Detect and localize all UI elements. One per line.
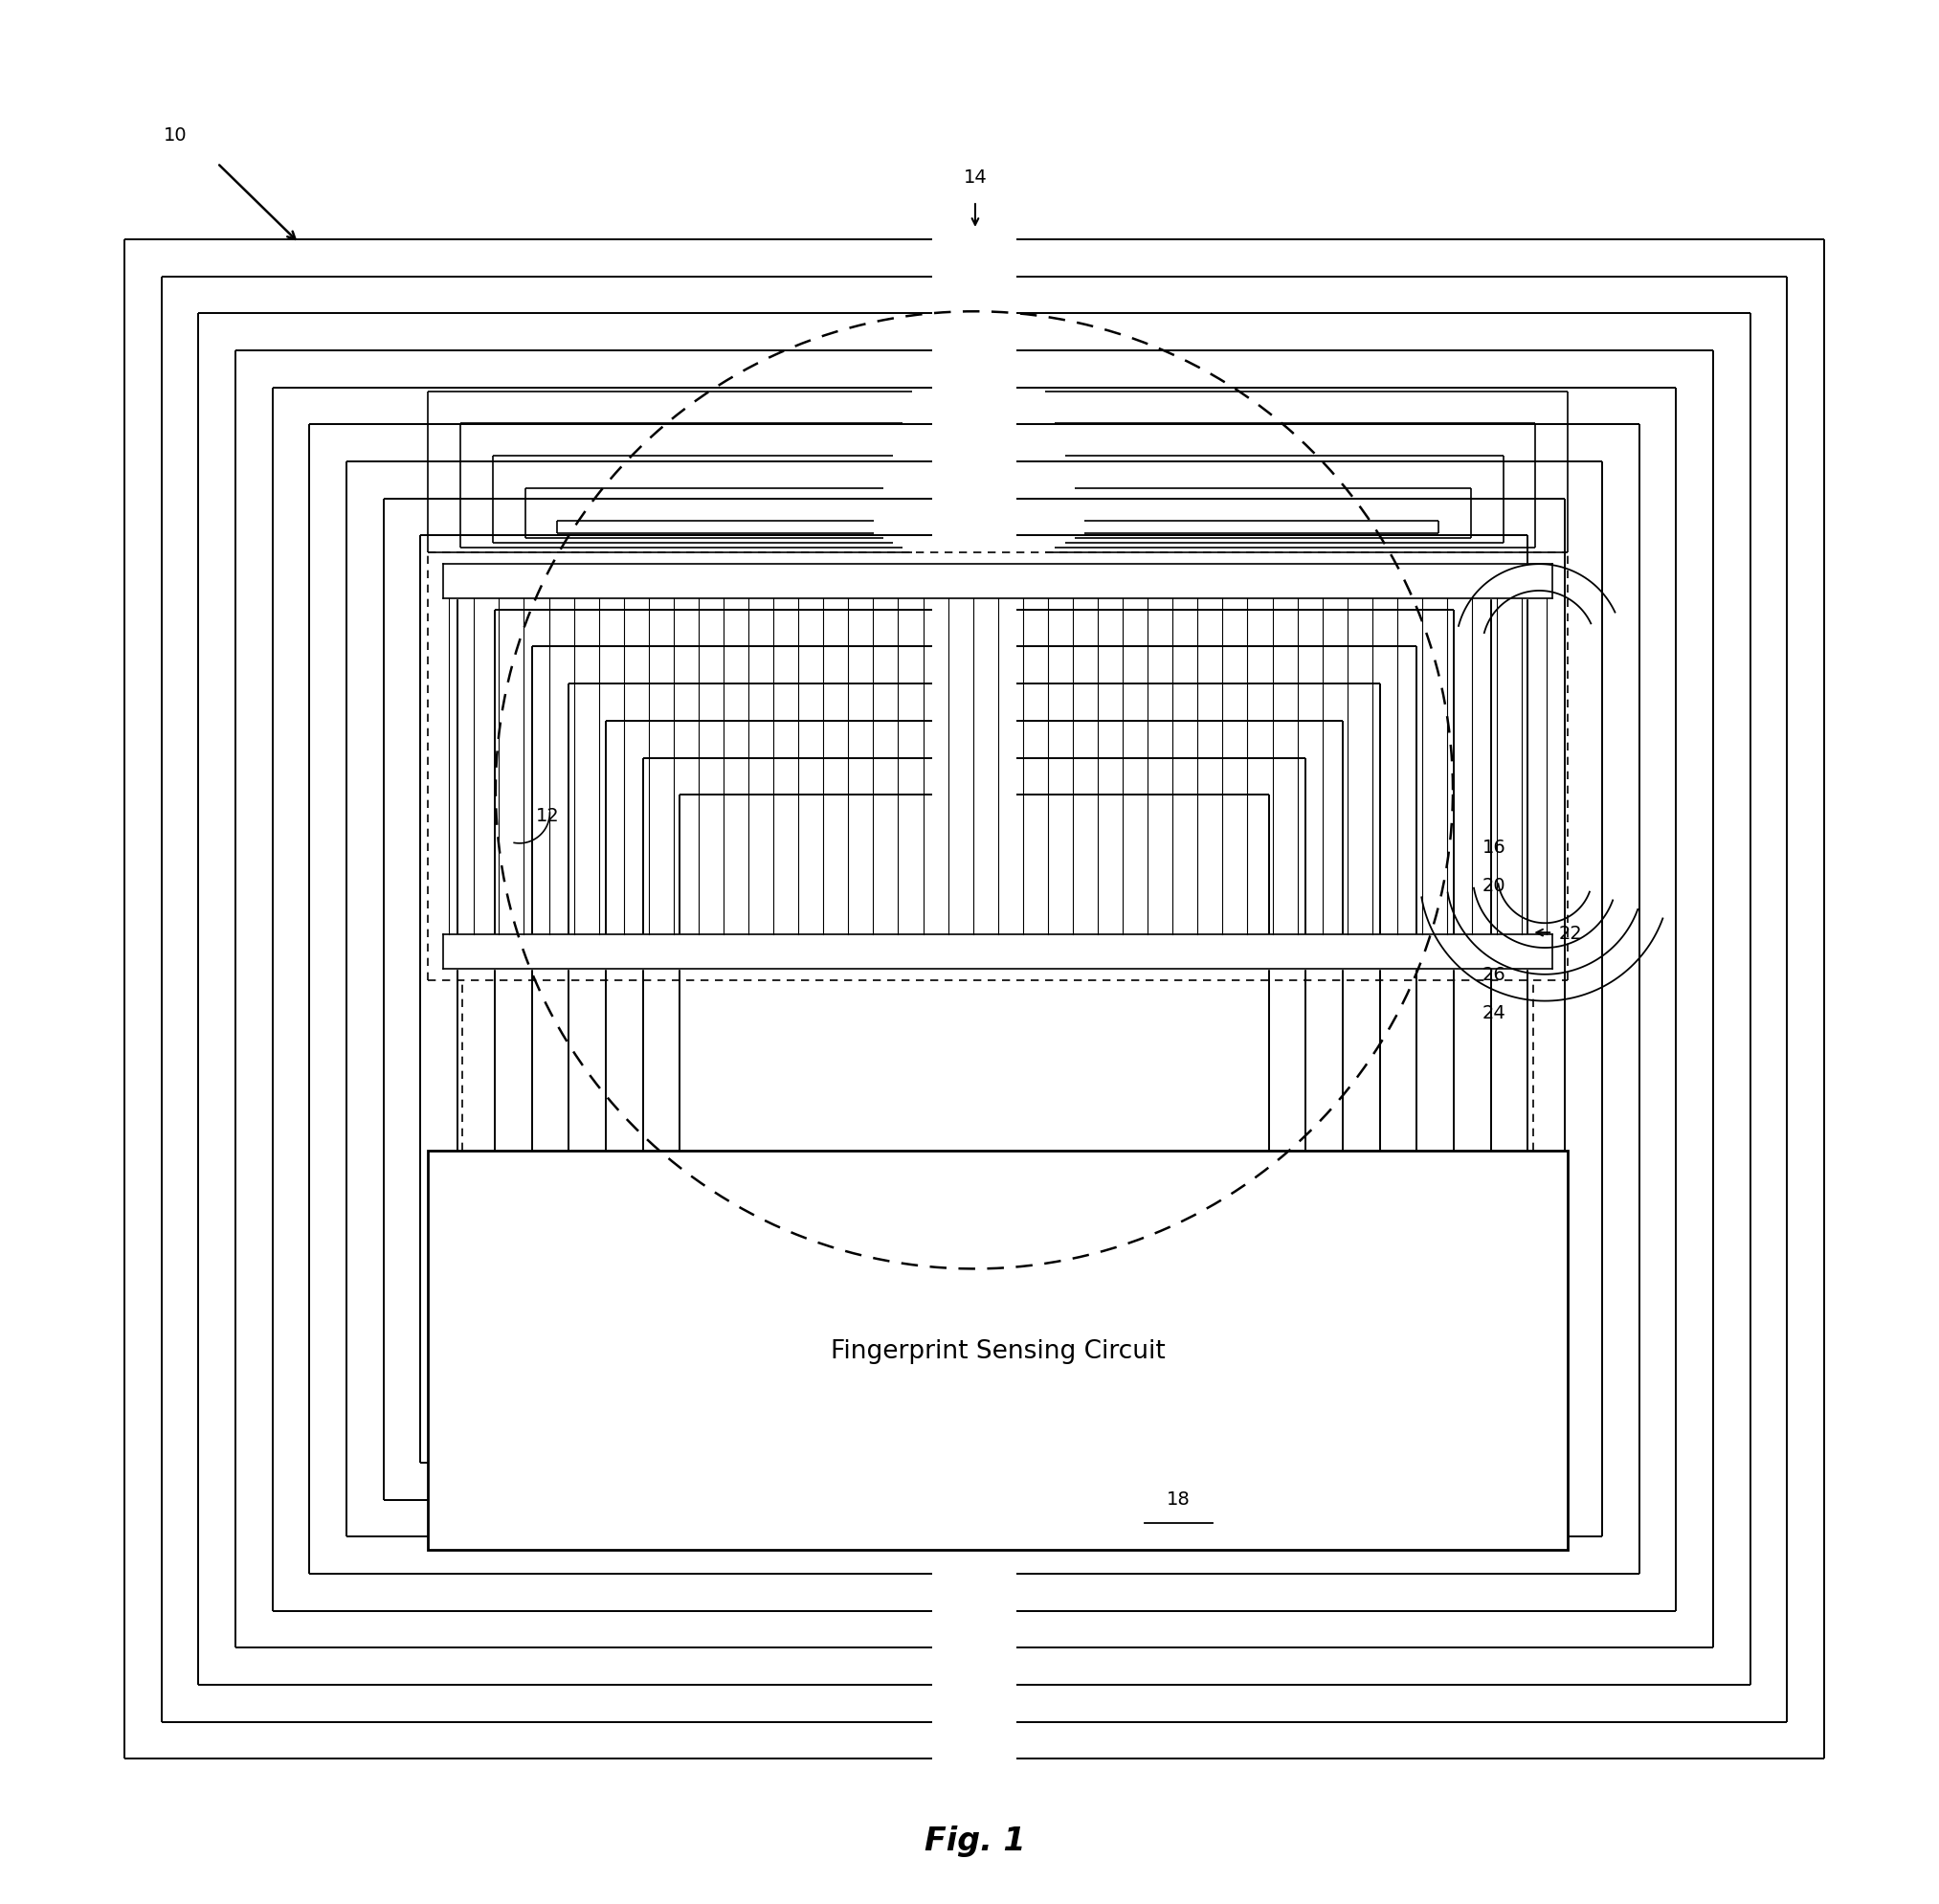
Text: 24: 24 [1481,1003,1507,1022]
Text: 20: 20 [1481,876,1507,895]
Text: 16: 16 [1481,838,1507,857]
Text: 18: 18 [1167,1489,1191,1508]
Text: 22: 22 [1559,923,1582,942]
Text: 12: 12 [535,805,560,824]
Text: Fig. 1: Fig. 1 [925,1824,1026,1856]
Text: 10: 10 [163,126,188,145]
Text: Fingerprint Sensing Circuit: Fingerprint Sensing Circuit [830,1339,1165,1363]
Text: 14: 14 [964,168,987,187]
Text: 26: 26 [1481,965,1507,984]
Bar [429,1152,1569,1550]
